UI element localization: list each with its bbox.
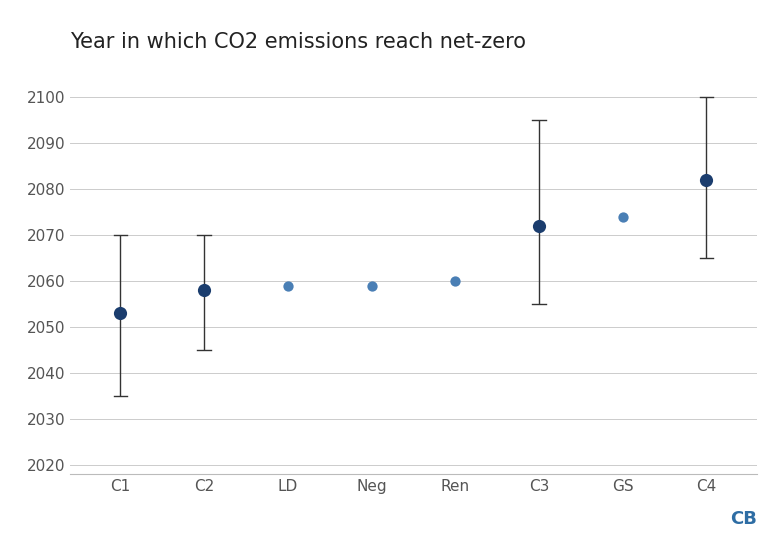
Point (282, 281, 294, 290)
Point (114, 309, 126, 317)
Point (616, 212, 629, 221)
Point (533, 222, 545, 230)
Point (365, 281, 378, 290)
Point (700, 175, 713, 184)
Point (198, 286, 211, 294)
Text: CB: CB (730, 510, 757, 528)
Point (449, 277, 462, 285)
Text: Year in which CO2 emissions reach net-zero: Year in which CO2 emissions reach net-ze… (70, 32, 527, 52)
